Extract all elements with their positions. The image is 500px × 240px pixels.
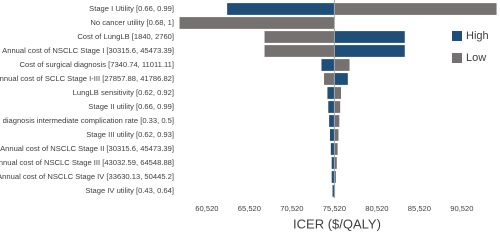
category-label: Surgical diagnosis intermediate complica… — [0, 116, 174, 125]
bar — [329, 115, 335, 127]
category-label: Cost of surgical diagnosis [7340.74, 110… — [19, 60, 174, 69]
bar — [334, 59, 350, 71]
legend-swatch — [452, 53, 462, 63]
x-tick-label: 60,520 — [195, 204, 218, 213]
category-label: Annual cost of NSCLC Stage IV [33630.13,… — [0, 172, 174, 181]
bar — [334, 87, 342, 99]
bar — [334, 31, 405, 43]
category-label: Stage I Utility [0.66, 0.99] — [89, 4, 174, 13]
bar — [332, 185, 335, 197]
bar — [264, 45, 335, 57]
x-tick-label: 80,520 — [365, 204, 388, 213]
bar — [334, 101, 341, 113]
bar — [334, 45, 405, 57]
category-label: Annual cost of SCLC Stage I-III [27857.8… — [0, 74, 174, 83]
bar — [264, 31, 335, 43]
bar — [334, 115, 340, 127]
legend-swatch — [452, 31, 462, 41]
bar — [328, 101, 335, 113]
category-label: Annual cost of NSCLC Stage III [43032.59… — [0, 158, 174, 167]
bar — [331, 157, 335, 169]
bar — [334, 3, 497, 15]
bar — [327, 87, 335, 99]
bar — [329, 129, 335, 141]
x-axis-title: ICER ($/QALY) — [293, 216, 381, 231]
x-tick-label: 70,520 — [280, 204, 303, 213]
category-label: Annual cost of NSCLC Stage II [30315.6, … — [0, 144, 174, 153]
x-tick-label: 65,520 — [238, 204, 261, 213]
bar — [324, 73, 335, 85]
bar — [334, 129, 339, 141]
bar — [227, 3, 335, 15]
category-label: Stage III utility [0.62, 0.93] — [86, 130, 174, 139]
x-tick-label: 75,520 — [323, 204, 346, 213]
category-label: No cancer utility [0.68, 1] — [90, 18, 174, 27]
bar — [321, 59, 335, 71]
chart: ICER ($/QALY) 60,520 65,520 70,520 75,520 80… — [0, 0, 497, 231]
category-label: Cost of LungLB [1840, 2760] — [77, 32, 174, 41]
x-tick-label: 90,520 — [450, 204, 473, 213]
bar — [334, 157, 337, 169]
category-label: Annual cost of NSCLC Stage I [30315.6, 4… — [2, 46, 174, 55]
category-label: Stage IV utility [0.43, 0.64] — [85, 186, 174, 195]
bar — [334, 171, 336, 183]
bar — [330, 143, 335, 155]
legend-label: High — [466, 30, 489, 42]
x-tick-label: 85,520 — [408, 204, 431, 213]
category-label: LungLB sensitivity [0.62, 0.92] — [73, 88, 174, 97]
bar — [179, 17, 335, 29]
bar — [331, 171, 335, 183]
bar — [334, 143, 338, 155]
category-label: Stage II utility [0.66, 0.99] — [88, 102, 174, 111]
legend-label: Low — [466, 52, 486, 64]
bar — [334, 73, 348, 85]
